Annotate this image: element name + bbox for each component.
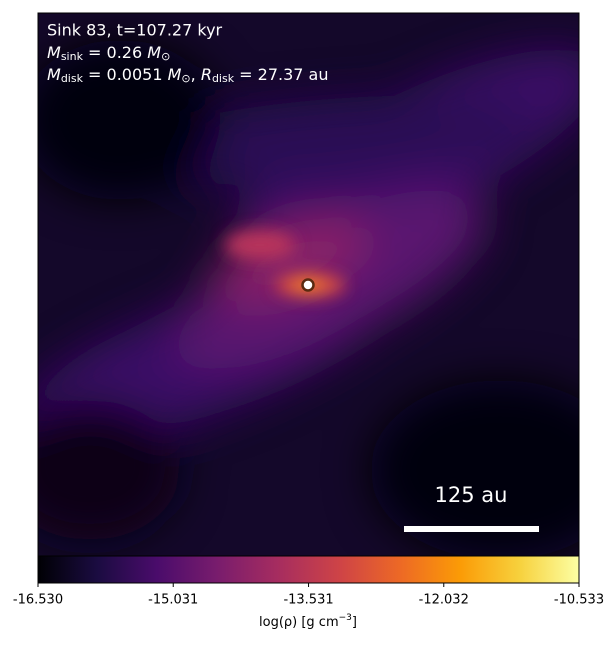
sym: R [201, 65, 212, 84]
val: = 27.37 au [234, 65, 328, 84]
info-line: Sink 83, t=107.27 kyr [47, 21, 223, 40]
sub: disk [61, 72, 84, 85]
info-line: Msink = 0.26 M⊙ [47, 43, 170, 64]
sink-marker [301, 278, 315, 292]
colorbar-label: log(ρ) [g cm−3] [259, 613, 357, 630]
sub: disk [212, 72, 235, 85]
tick-label: -12.032 [419, 593, 469, 608]
sep: , [191, 65, 201, 84]
unit: M [168, 65, 182, 84]
val: = 0.26 [83, 43, 147, 62]
val: = 0.0051 [83, 65, 168, 84]
sym: M [47, 65, 61, 84]
density-map [38, 13, 579, 556]
sub: ⊙ [161, 50, 170, 63]
tick-label: -13.531 [283, 593, 333, 608]
sub: sink [61, 50, 84, 63]
tick-label: -16.530 [13, 593, 63, 608]
label-sup: −3 [339, 613, 352, 623]
label-text: log(ρ) [g cm [259, 615, 339, 630]
tick-label: -15.031 [148, 593, 198, 608]
scale-bar [404, 526, 539, 532]
info-line: Mdisk = 0.0051 M⊙, Rdisk = 27.37 au [47, 65, 329, 86]
unit: M [147, 43, 161, 62]
scale-bar-label: 125 au [435, 483, 508, 507]
colorbar [37, 555, 580, 584]
sub: ⊙ [181, 72, 190, 85]
tick-label: -10.533 [554, 593, 604, 608]
sym: M [47, 43, 61, 62]
label-end: ] [352, 615, 357, 630]
